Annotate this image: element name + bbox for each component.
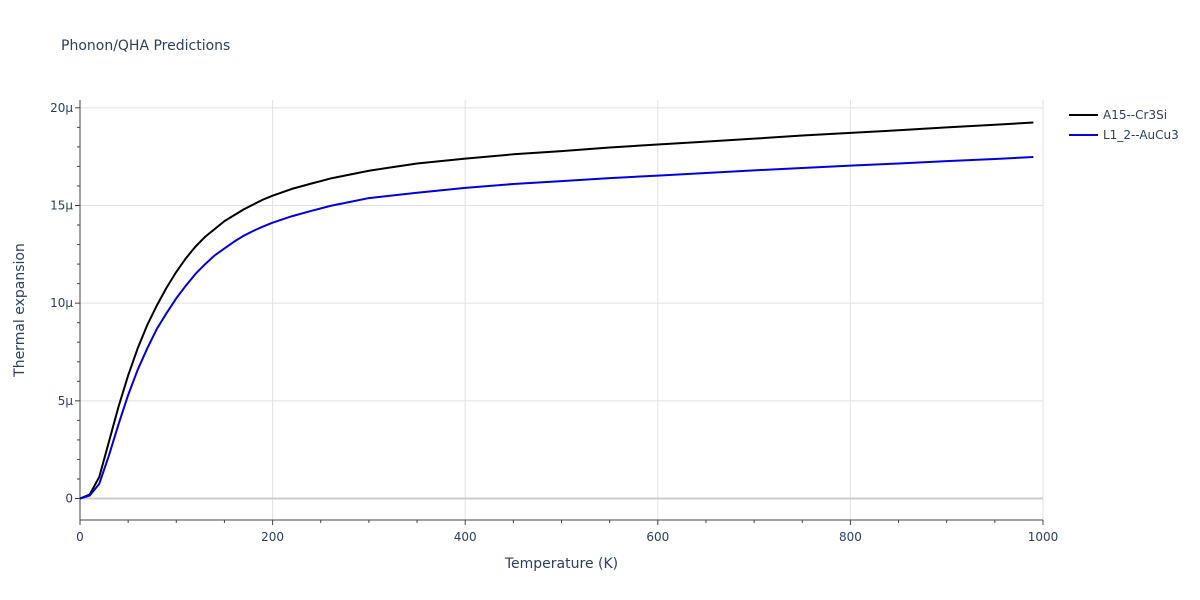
y-tick-label: 15μ [50,198,73,212]
axes [75,100,1044,525]
series-line-1 [79,121,1034,500]
legend-label-1: A15--Cr3Si [1103,108,1167,122]
series-line-2 [79,156,1034,500]
x-tick-label: 200 [261,530,284,544]
legend: A15--Cr3Si L1_2--AuCu3 [1069,108,1179,142]
x-tick-label: 0 [76,530,84,544]
y-tick-label: 5μ [58,394,74,408]
chart-title: Phonon/QHA Predictions [61,38,230,54]
y-tick-label: 10μ [50,296,73,310]
grid [80,100,1044,520]
x-tick-label: 1000 [1028,530,1059,544]
x-axis-title: Temperature (K) [504,556,618,572]
y-axis-title: Thermal expansion [12,243,28,378]
series-lines [79,121,1034,500]
y-tick-label: 20μ [50,101,73,115]
y-tick-label: 0 [65,492,73,506]
x-tick-label: 600 [646,530,669,544]
x-tick-label: 800 [839,530,862,544]
tick-labels: 0 200 400 600 800 1000 0 5μ 10μ 15μ 20μ [50,101,1058,544]
x-tick-label: 400 [454,530,477,544]
legend-label-2: L1_2--AuCu3 [1103,128,1179,142]
